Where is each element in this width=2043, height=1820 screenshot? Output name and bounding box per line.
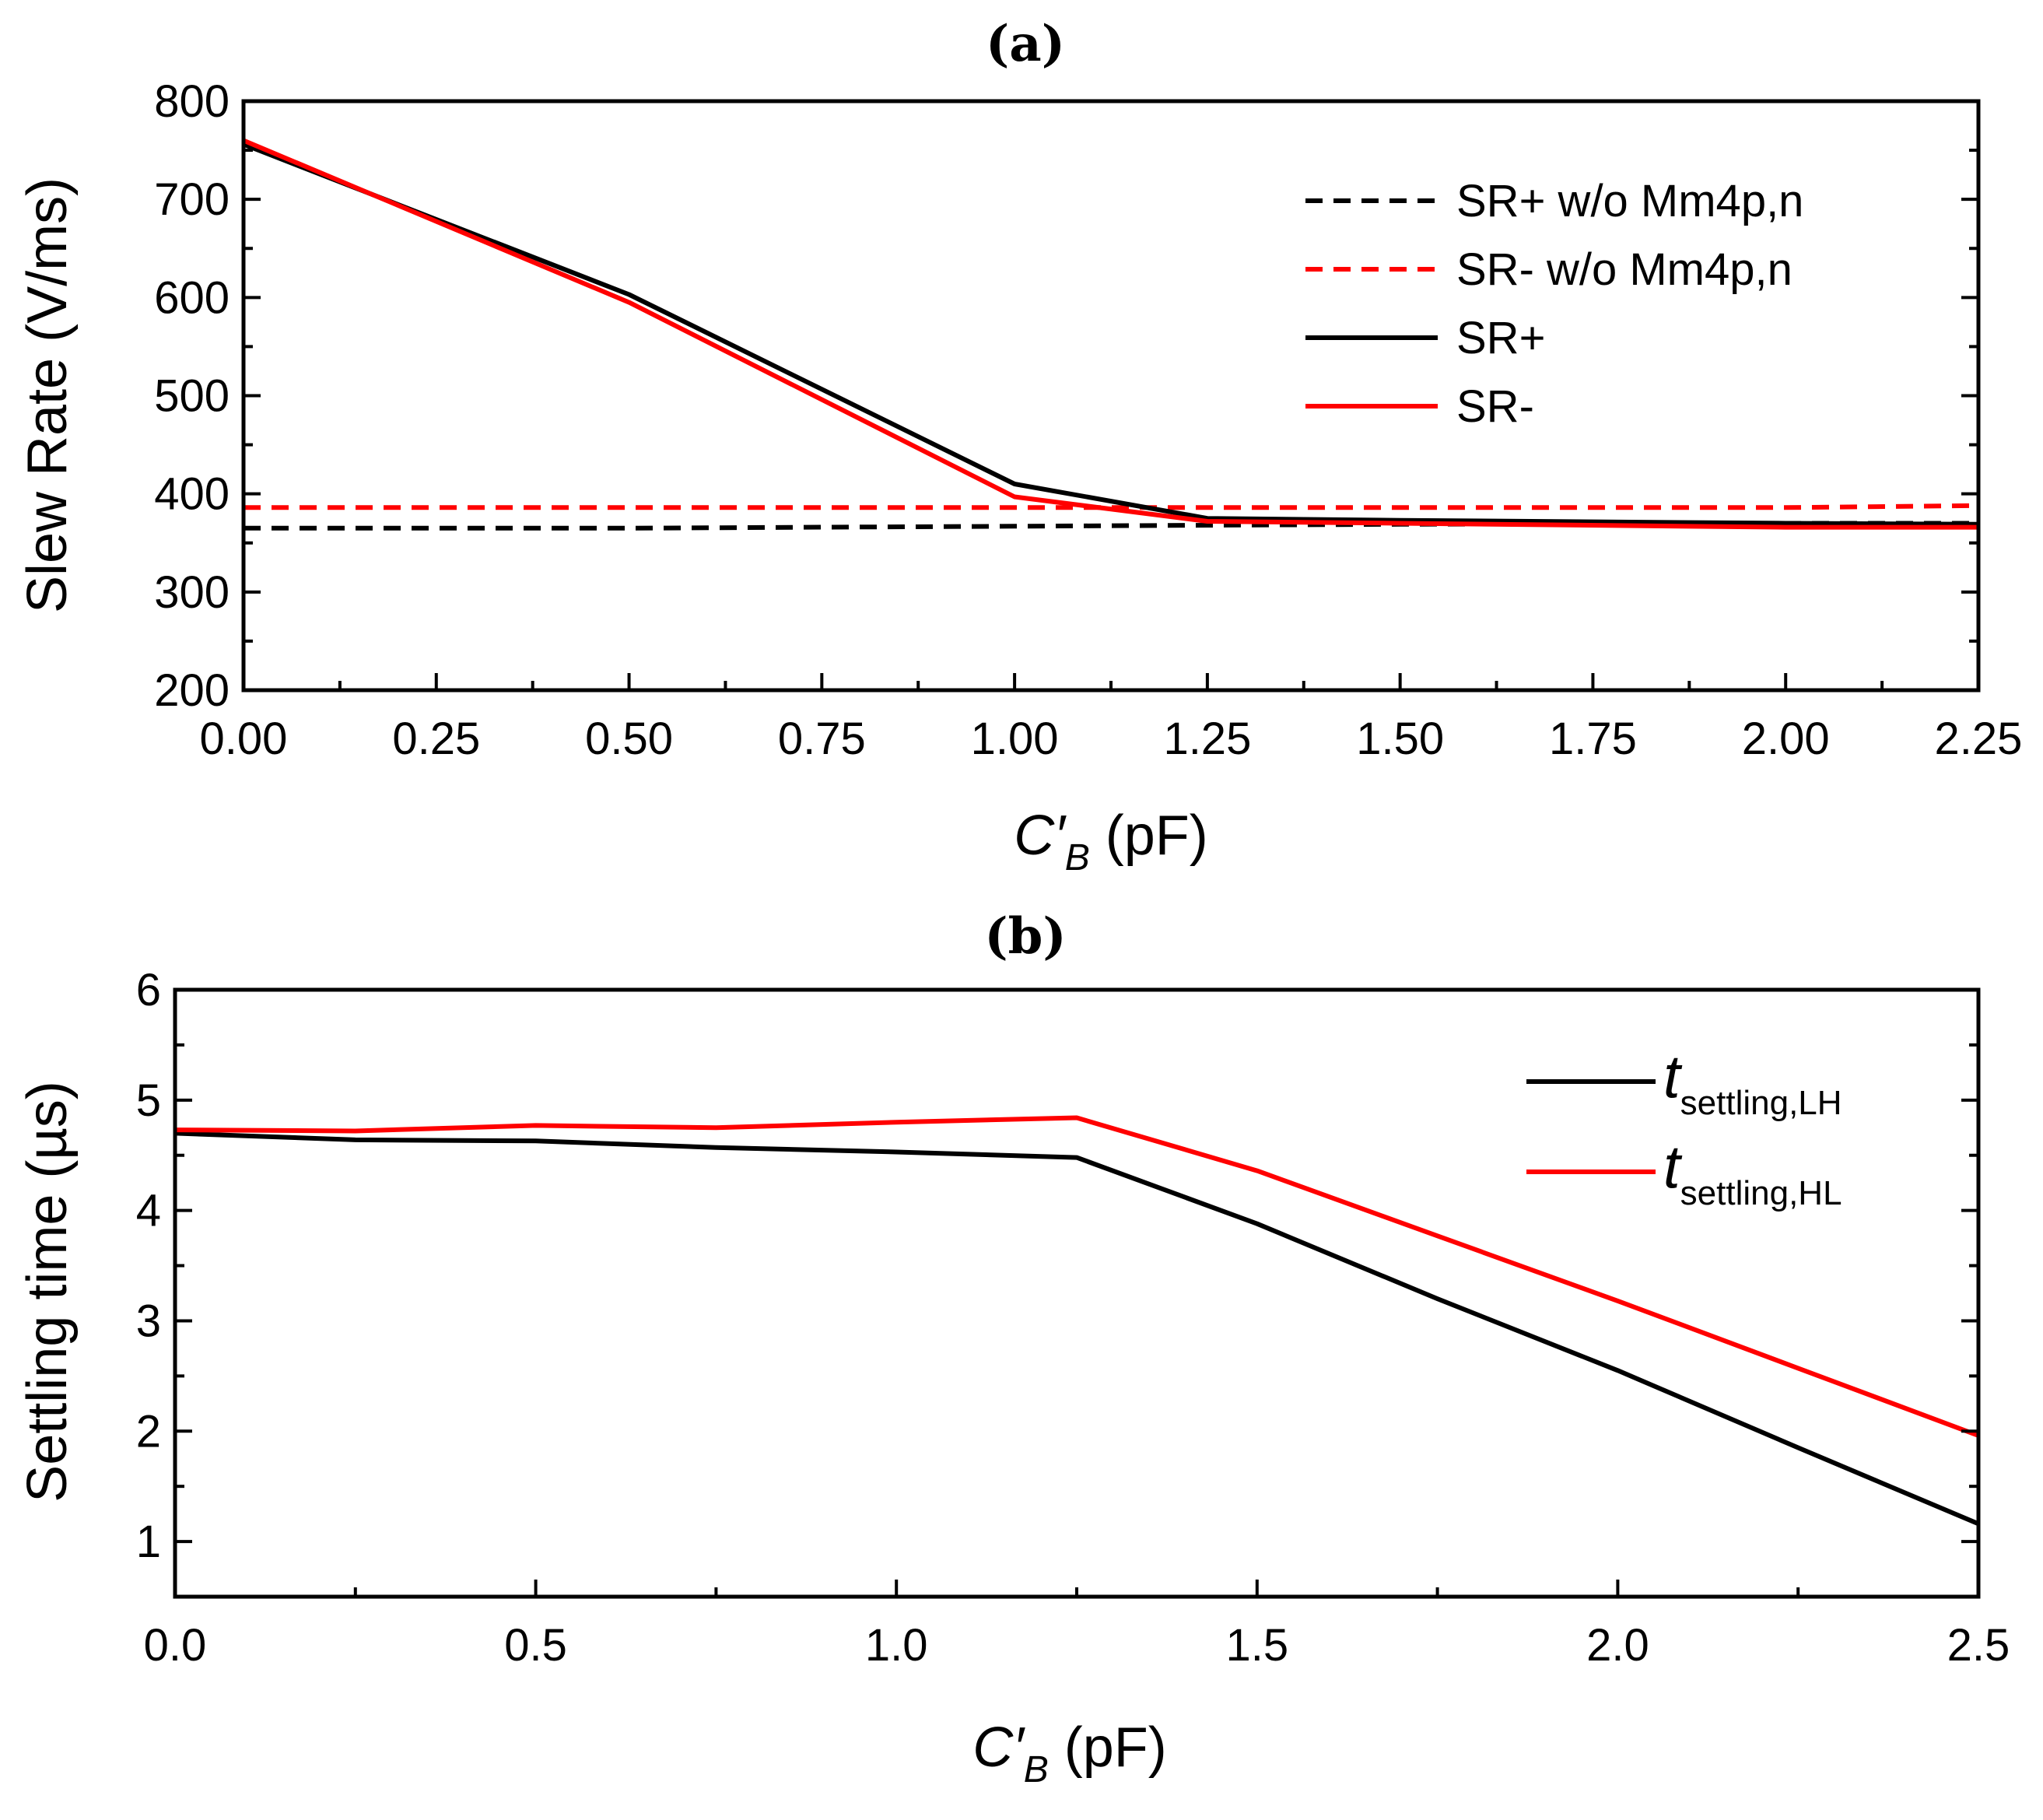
- panel-a-series-sr: [242, 138, 1978, 530]
- panel-b-x-axis: 0.0 0.5 1.0 1.5 2.0 2.5: [144, 1580, 2010, 1671]
- panel-b-series-group: [174, 1115, 1980, 1527]
- panel-a-x-variable: C′: [1014, 805, 1067, 867]
- panel-a-y-axis: 200 300 400 500 600 700 800: [154, 76, 1978, 716]
- chart-panel-b: (b) 0.0 0.5 1.0 1.5 2.0 2.5 1 2 3 4 5 6 C′B (pF) S…: [16, 907, 2010, 1790]
- panel-b-ytick-label-4: 5: [136, 1075, 161, 1126]
- panel-b-xtick-label-2: 1.0: [865, 1620, 928, 1671]
- panel-a-legend-label-sr-w-o-mm4p-n: SR- w/o Mm4p,n: [1456, 244, 1792, 295]
- panel-a-x-axis-label: C′B (pF): [1014, 805, 1208, 878]
- panel-a-xtick-label-7: 1.75: [1549, 714, 1637, 764]
- panel-a-ytick-label-2: 400: [154, 469, 230, 520]
- panel-a-xtick-label-4: 1.00: [971, 714, 1059, 764]
- panel-b-series-tsettling-lh: [174, 1131, 1980, 1527]
- panel-a-xtick-label-9: 2.25: [1935, 714, 2023, 764]
- panel-a-ytick-label-1: 300: [154, 567, 230, 618]
- panel-a-ytick-label-3: 500: [154, 371, 230, 422]
- panel-b-y-axis: 1 2 3 4 5 6: [136, 965, 1978, 1567]
- panel-b-title: (b): [984, 907, 1066, 966]
- panel-b-legend-label-tsettling-lh: tsettling,LH: [1663, 1042, 1842, 1122]
- panel-a-y-axis-label: Slew Rate (V/ms): [16, 177, 79, 613]
- panel-b-ytick-label-1: 2: [136, 1406, 161, 1457]
- panel-a-legend-label-sr: SR+: [1456, 313, 1545, 363]
- panel-a-xtick-label-1: 0.25: [392, 714, 480, 764]
- panel-a-xtick-label-2: 0.50: [585, 714, 673, 764]
- panel-a-series-sr-w-o-mm4p-n: [244, 503, 1979, 510]
- panel-b-x-axis-label: C′B (pF): [972, 1717, 1167, 1790]
- panel-a-legend-label-sr: SR-: [1456, 381, 1534, 432]
- panel-b-x-subscript: B: [1024, 1749, 1049, 1790]
- panel-b-ytick-label-5: 6: [136, 965, 161, 1015]
- panel-a-xtick-label-0: 0.00: [200, 714, 288, 764]
- panel-a-title: (a): [986, 15, 1065, 73]
- panel-a-ytick-label-6: 800: [154, 76, 230, 127]
- panel-b-ytick-label-3: 4: [136, 1186, 161, 1236]
- panel-b-xtick-label-3: 1.5: [1225, 1620, 1288, 1671]
- panel-a-xtick-label-3: 0.75: [778, 714, 866, 764]
- panel-b-y-axis-label: Settling time (µs): [16, 1081, 79, 1503]
- panel-b-xtick-label-0: 0.0: [144, 1620, 207, 1671]
- panel-a-series-group: [242, 138, 1979, 531]
- panel-b-x-unit: (pF): [1049, 1717, 1167, 1779]
- panel-a-legend: SR+ w/o Mm4p,n SR- w/o Mm4p,n SR+ SR-: [1305, 176, 1803, 432]
- panel-a-ytick-label-4: 600: [154, 272, 230, 323]
- panel-a-x-axis: 0.00 0.25 0.50 0.75 1.00 1.25 1.50 1.75 2.00 2.25: [200, 673, 2023, 764]
- panel-b-legend-label-tsettling-hl: tsettling,HL: [1663, 1132, 1842, 1212]
- chart-panel-a: (a) 0.00 0.25 0.50 0.75 1.00 1.25 1.50 1.75 2.00…: [16, 15, 2022, 878]
- panel-a-xtick-label-5: 1.25: [1163, 714, 1251, 764]
- panel-b-xtick-label-4: 2.0: [1586, 1620, 1649, 1671]
- panel-a-ytick-label-5: 700: [154, 174, 230, 225]
- panel-a-xtick-label-8: 2.00: [1742, 714, 1830, 764]
- panel-b-x-variable: C′: [972, 1717, 1025, 1779]
- panel-b-series-tsettling-hl: [174, 1115, 1980, 1438]
- panel-a-xtick-label-6: 1.50: [1356, 714, 1444, 764]
- panel-b-ytick-label-2: 3: [136, 1296, 161, 1346]
- panel-b-ytick-label-0: 1: [136, 1517, 161, 1567]
- panel-a-x-subscript: B: [1065, 837, 1090, 878]
- panel-b-legend: tsettling,LH tsettling,HL: [1526, 1042, 1842, 1212]
- panel-a-x-unit: (pF): [1090, 805, 1208, 867]
- panel-a-ytick-label-0: 200: [154, 665, 230, 716]
- panel-b-xtick-label-1: 0.5: [504, 1620, 567, 1671]
- panel-b-xtick-label-5: 2.5: [1947, 1620, 2010, 1671]
- panel-a-series-sr: [242, 142, 1979, 527]
- panel-a-legend-label-sr-w-o-mm4p-n: SR+ w/o Mm4p,n: [1456, 176, 1803, 226]
